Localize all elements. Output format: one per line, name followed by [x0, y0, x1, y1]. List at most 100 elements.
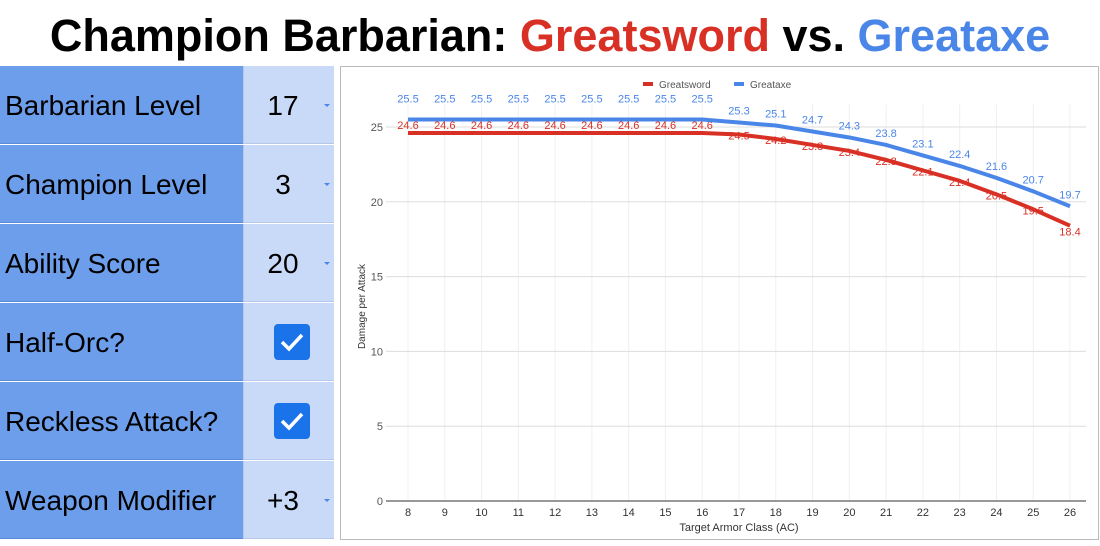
y-tick-label: 20: [371, 197, 383, 209]
x-tick-label: 23: [954, 507, 966, 519]
data-label-greatsword: 24.6: [397, 120, 418, 132]
x-tick-label: 16: [696, 507, 708, 519]
input-row: Weapon Modifier +3: [0, 461, 334, 540]
data-label-greatsword: 22.1: [912, 166, 933, 178]
x-tick-label: 10: [475, 507, 487, 519]
legend-swatch-greatsword: [643, 82, 653, 86]
data-label-greataxe: 25.3: [728, 106, 749, 118]
y-tick-label: 15: [371, 272, 383, 284]
label-barbarian-level: Barbarian Level: [0, 66, 243, 144]
input-row: Ability Score 20: [0, 224, 334, 303]
chart: 0 5 10 15 20 25 8 9 10 11 12 13 14 15 16 17 18 19 20 21 22 23…: [340, 66, 1099, 540]
data-label-greatsword: 22.8: [875, 156, 896, 168]
input-row: Champion Level 3: [0, 145, 334, 224]
data-label-greatsword: 24.6: [692, 120, 713, 132]
y-tick-label: 10: [371, 346, 383, 358]
data-label-greataxe: 21.6: [986, 161, 1007, 173]
x-tick-label: 22: [917, 507, 929, 519]
reckless-attack-checkbox[interactable]: [274, 403, 310, 439]
ability-score-dropdown[interactable]: 20: [243, 224, 334, 302]
champion-level-dropdown[interactable]: 3: [243, 145, 334, 223]
data-label-greataxe: 19.7: [1059, 189, 1080, 201]
title-text: Champion Barbarian:: [49, 10, 520, 61]
y-tick-label: 5: [377, 421, 383, 433]
x-tick-label: 12: [549, 507, 561, 519]
x-tick-label: 24: [990, 507, 1002, 519]
checkmark-icon: [280, 412, 304, 431]
input-row: Half-Orc?: [0, 303, 334, 382]
x-tick-label: 13: [586, 507, 598, 519]
data-label-greataxe: 25.5: [544, 94, 565, 106]
barbarian-level-dropdown[interactable]: 17: [243, 66, 334, 144]
x-axis-title: Target Armor Class (AC): [679, 522, 798, 534]
x-tick-label: 8: [405, 507, 411, 519]
dropdown-arrow-icon[interactable]: [324, 183, 330, 186]
data-label-greataxe: 23.8: [875, 128, 896, 140]
series-line-greatsword: [408, 130, 1071, 228]
data-label-greatsword: 20.5: [986, 190, 1007, 202]
data-label-greataxe: 23.1: [912, 138, 933, 150]
barbarian-level-value: 17: [267, 90, 299, 121]
data-label-greatsword: 24.6: [471, 120, 492, 132]
data-label-greatsword: 24.6: [544, 120, 565, 132]
label-reckless-attack: Reckless Attack?: [0, 382, 243, 460]
title-greataxe: Greataxe: [857, 10, 1051, 61]
y-tick-label: 0: [377, 496, 383, 508]
data-label-greataxe: 25.5: [471, 94, 492, 106]
data-label-greataxe: 24.7: [802, 114, 823, 126]
data-label-greatsword: 21.4: [949, 177, 970, 189]
checkmark-icon: [280, 333, 304, 352]
data-label-greataxe: 20.7: [1023, 174, 1044, 186]
x-tick-label: 14: [623, 507, 635, 519]
x-tick-label: 15: [659, 507, 671, 519]
y-tick-label: 25: [371, 122, 383, 134]
series-line-greataxe: [408, 117, 1071, 209]
data-label-greatsword: 24.6: [581, 120, 602, 132]
data-label-greataxe: 25.1: [765, 109, 786, 121]
champion-level-value: 3: [275, 169, 291, 200]
data-label-greatsword: 19.5: [1023, 205, 1044, 217]
label-half-orc: Half-Orc?: [0, 303, 243, 381]
x-tick-label: 18: [770, 507, 782, 519]
half-orc-cell: [243, 303, 334, 381]
data-label-greatsword: 24.2: [765, 135, 786, 147]
x-tick-label: 19: [806, 507, 818, 519]
data-label-greataxe: 25.5: [508, 94, 529, 106]
label-ability-score: Ability Score: [0, 224, 243, 302]
label-weapon-modifier: Weapon Modifier: [0, 461, 243, 539]
data-label-greatsword: 24.5: [728, 130, 749, 142]
input-row: Reckless Attack?: [0, 382, 334, 461]
weapon-modifier-dropdown[interactable]: +3: [243, 461, 334, 539]
ability-score-value: 20: [267, 248, 299, 279]
y-axis-title: Damage per Attack: [357, 263, 368, 349]
legend-label: Greatsword: [659, 80, 711, 91]
x-tick-label: 20: [843, 507, 855, 519]
data-label-greataxe: 25.5: [434, 94, 455, 106]
x-tick-label: 26: [1064, 507, 1076, 519]
x-tick-label: 9: [442, 507, 448, 519]
x-tick-label: 11: [513, 507, 524, 519]
data-label-greatsword: 24.6: [655, 120, 676, 132]
reckless-attack-cell: [243, 382, 334, 460]
dropdown-arrow-icon[interactable]: [324, 262, 330, 265]
legend-swatch-greataxe: [734, 82, 744, 86]
weapon-modifier-value: +3: [267, 485, 299, 516]
title-greatsword: Greatsword: [519, 10, 770, 61]
data-label-greatsword: 24.6: [434, 120, 455, 132]
page-title: Champion Barbarian: Greatsword vs. Great…: [0, 0, 1100, 66]
data-label-greataxe: 22.4: [949, 149, 970, 161]
data-label-greataxe: 24.3: [839, 120, 860, 132]
data-label-greatsword: 23.8: [802, 141, 823, 153]
data-label-greatsword: 23.4: [839, 147, 860, 159]
chart-svg: 0 5 10 15 20 25 8 9 10 11 12 13 14 15 16 17 18 19 20 21 22 23…: [357, 80, 1086, 534]
legend-label: Greataxe: [750, 80, 792, 91]
data-label-greataxe: 25.5: [397, 94, 418, 106]
dropdown-arrow-icon[interactable]: [324, 104, 330, 107]
data-label-greatsword: 18.4: [1059, 227, 1080, 239]
x-tick-label: 21: [880, 507, 892, 519]
half-orc-checkbox[interactable]: [274, 324, 310, 360]
dropdown-arrow-icon[interactable]: [324, 499, 330, 502]
data-label-greataxe: 25.5: [655, 94, 676, 106]
x-tick-label: 25: [1027, 507, 1039, 519]
x-tick-label: 17: [733, 507, 745, 519]
